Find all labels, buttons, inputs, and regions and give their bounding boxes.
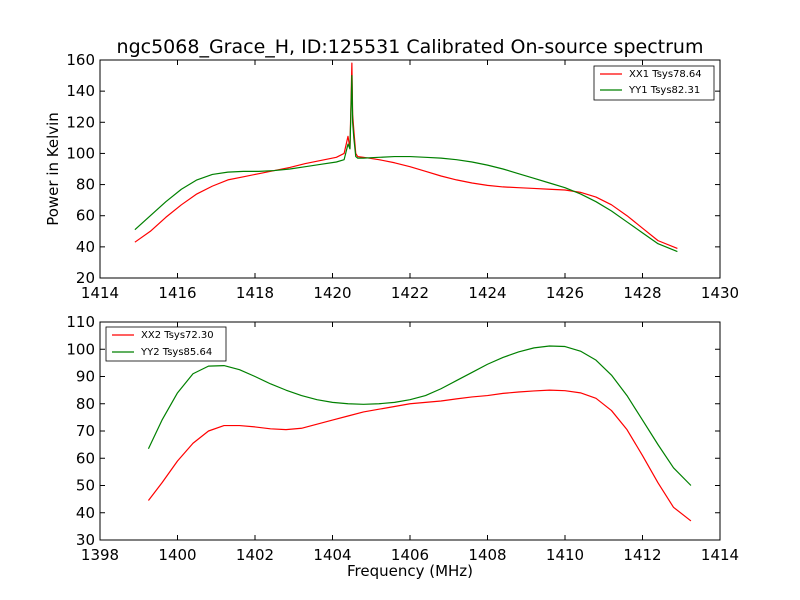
x-tick-label: 1414 [81,284,119,302]
bottom-legend: XX2 Tsys72.30 YY2 Tsys85.64 [105,326,227,362]
bottom-spectrum-panel: Frequency (MHz) 1398 1400 1402 1404 1406 1408… [66,313,739,580]
legend-label-xx1: XX1 Tsys78.64 [629,69,702,80]
x-tick-label: 1398 [81,546,119,564]
legend-label-xx2: XX2 Tsys72.30 [141,330,214,341]
legend-label-yy1: YY1 Tsys82.31 [628,85,700,96]
x-tick-label: 1408 [468,546,506,564]
y-axis-label: Power in Kelvin [44,112,62,226]
x-tick-label: 1430 [701,284,739,302]
bottom-tick-layer: 1398 1400 1402 1404 1406 1408 1410 1412 1414 30 40… [66,313,739,564]
y-tick-label: 100 [66,340,95,358]
x-tick-label: 1420 [313,284,351,302]
bottom-series-layer [147,345,692,522]
x-tick-label: 1426 [546,284,584,302]
legend-box [105,326,227,362]
x-tick-label: 1428 [623,284,661,302]
y-tick-label: 120 [66,113,95,131]
y-tick-label: 50 [76,477,95,495]
x-tick-label: 1414 [701,546,739,564]
y-tick-label: 30 [76,531,95,549]
y-tick-label: 100 [66,144,95,162]
top-plot-frame [99,59,721,279]
legend-box [593,65,715,101]
x-tick-label: 1400 [158,546,196,564]
series-line-xx2 [147,389,692,522]
x-axis-label: Frequency (MHz) [347,562,473,580]
y-tick-label: 160 [66,51,95,69]
chart-title: ngc5068_Grace_H, ID:125531 Calibrated On… [117,36,704,58]
y-tick-label: 110 [66,313,95,331]
x-tick-label: 1402 [236,546,274,564]
x-tick-label: 1424 [468,284,506,302]
y-tick-label: 40 [76,238,95,256]
legend-label-yy2: YY2 Tsys85.64 [140,347,212,358]
x-tick-label: 1416 [158,284,196,302]
series-line-xx1 [134,62,678,249]
series-line-yy2 [147,345,692,486]
top-series-layer [134,62,678,253]
y-tick-label: 60 [76,207,95,225]
x-tick-label: 1404 [313,546,351,564]
x-tick-label: 1418 [236,284,274,302]
y-tick-label: 90 [76,368,95,386]
top-tick-layer: 1414 1416 1418 1420 1422 1424 1426 1428 1430 20 40… [66,51,739,302]
y-tick-label: 80 [76,395,95,413]
y-tick-label: 70 [76,422,95,440]
x-tick-label: 1412 [623,546,661,564]
x-tick-label: 1422 [391,284,429,302]
bottom-plot-frame [99,321,721,541]
y-tick-label: 20 [76,269,95,287]
x-tick-label: 1406 [391,546,429,564]
y-tick-label: 60 [76,449,95,467]
y-tick-label: 40 [76,504,95,522]
x-tick-label: 1410 [546,546,584,564]
y-tick-label: 80 [76,176,95,194]
y-tick-label: 140 [66,82,95,100]
top-spectrum-panel: ngc5068_Grace_H, ID:125531 Calibrated On… [44,36,739,302]
series-line-yy1 [134,74,678,253]
top-legend: XX1 Tsys78.64 YY1 Tsys82.31 [593,65,715,101]
